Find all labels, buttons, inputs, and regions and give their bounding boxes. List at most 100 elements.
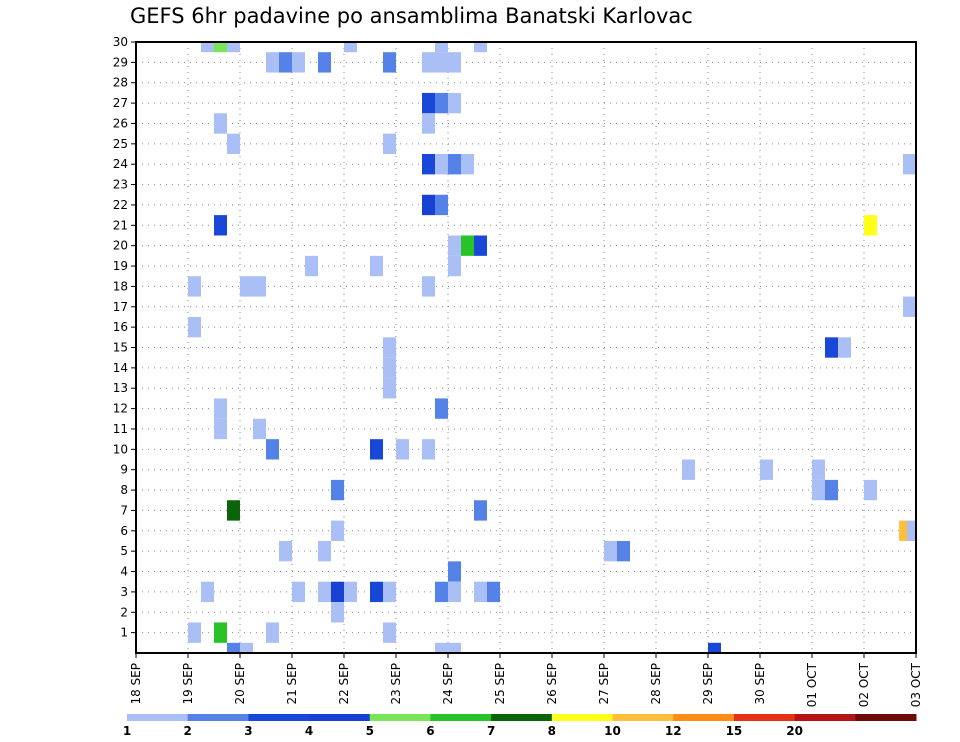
precip-cell (604, 540, 617, 562)
precip-cell (214, 113, 227, 134)
precip-cell (487, 581, 500, 603)
y-tick-label: 16 (113, 320, 128, 334)
y-tick-label: 18 (113, 279, 128, 293)
precip-cell (370, 581, 383, 603)
precip-cell (214, 215, 227, 236)
precipitation-cells (188, 42, 916, 653)
precip-cell (906, 520, 916, 541)
precip-cell (331, 602, 344, 623)
precip-cell (227, 642, 240, 653)
x-tick-label: 20 SEP (233, 663, 247, 705)
precip-cell (292, 52, 305, 73)
y-tick-label: 14 (113, 361, 128, 375)
colorbar-label: 20 (786, 724, 803, 738)
precip-cell (448, 581, 461, 603)
precip-cell (448, 642, 461, 653)
precip-cell (825, 479, 838, 501)
precip-cell (188, 316, 201, 338)
precip-cell (448, 561, 461, 582)
y-tick-label: 28 (113, 76, 128, 90)
precip-cell (435, 92, 448, 114)
precip-cell (435, 52, 448, 73)
precip-cell (318, 581, 331, 603)
precip-cell (292, 581, 305, 603)
x-tick-label: 01 OCT (805, 662, 819, 707)
x-tick-label: 26 SEP (545, 663, 559, 705)
precip-cell (331, 479, 344, 501)
precip-cell (708, 642, 721, 653)
precip-cell (422, 276, 435, 297)
y-tick-label: 26 (113, 116, 128, 130)
y-tick-label: 20 (113, 239, 128, 253)
colorbar: 1 2 3 4 5 6 7 8 10 12 15 20 (123, 714, 917, 738)
x-tick-label: 02 OCT (857, 662, 871, 707)
y-tick-label: 2 (120, 605, 128, 619)
precip-cell (188, 622, 201, 643)
x-tick-label: 27 SEP (597, 663, 611, 705)
precip-cell (279, 540, 292, 562)
y-tick-label: 21 (113, 218, 128, 232)
y-tick-label: 4 (120, 565, 128, 579)
precip-cell (344, 581, 357, 603)
precip-cell (240, 642, 253, 653)
x-tick-label: 30 SEP (753, 663, 767, 705)
colorbar-swatch (491, 714, 553, 721)
colorbar-swatch (187, 714, 249, 721)
x-tick-label: 25 SEP (493, 663, 507, 705)
precip-cell (383, 378, 396, 399)
precip-cell (435, 398, 448, 419)
precip-cell (812, 479, 825, 501)
colorbar-swatch (855, 714, 917, 721)
precip-cell (422, 52, 435, 73)
colorbar-label: 8 (548, 724, 556, 738)
precip-cell (214, 418, 227, 440)
x-tick-label: 24 SEP (441, 663, 455, 705)
precip-cell (383, 581, 396, 603)
precip-cell (370, 255, 383, 277)
precip-cell (240, 276, 253, 297)
precip-cell (331, 520, 344, 541)
precip-cell (331, 581, 344, 603)
precip-cell (435, 642, 448, 653)
colorbar-label: 4 (305, 724, 313, 738)
colorbar-swatch (369, 714, 431, 721)
precip-cell (435, 194, 448, 216)
precip-cell (279, 52, 292, 73)
precip-cell (201, 42, 214, 53)
precip-cell (422, 154, 435, 175)
precip-cell (318, 52, 331, 73)
precip-cell (435, 581, 448, 603)
precip-cell (214, 398, 227, 419)
precip-cell (344, 42, 357, 53)
precip-cell (214, 42, 227, 53)
y-tick-label: 6 (120, 524, 128, 538)
precip-cell (474, 581, 487, 603)
precip-cell (474, 500, 487, 521)
precip-cell (825, 337, 838, 358)
x-tick-label: 23 SEP (389, 663, 403, 705)
precip-cell (422, 113, 435, 134)
precip-cell (266, 52, 279, 73)
precip-cell (253, 276, 266, 297)
precip-cell (617, 540, 630, 562)
y-tick-label: 5 (120, 544, 128, 558)
precip-cell (448, 92, 461, 114)
colorbar-swatch (430, 714, 492, 721)
y-tick-label: 15 (113, 341, 128, 355)
precip-cell (903, 296, 916, 317)
precip-cell (448, 255, 461, 277)
precip-cell (383, 52, 396, 73)
colorbar-label: 12 (665, 724, 682, 738)
chart-title: GEFS 6hr padavine po ansamblima Banatski… (130, 4, 693, 28)
colorbar-label: 6 (426, 724, 434, 738)
precip-cell (188, 276, 201, 297)
x-tick-label: 03 OCT (909, 662, 923, 707)
y-tick-label: 11 (113, 422, 128, 436)
colorbar-label: 5 (366, 724, 374, 738)
precip-cell (838, 337, 851, 358)
colorbar-swatch (612, 714, 674, 721)
precip-cell (227, 133, 240, 155)
precip-cell (812, 459, 825, 480)
precip-cell (305, 255, 318, 277)
